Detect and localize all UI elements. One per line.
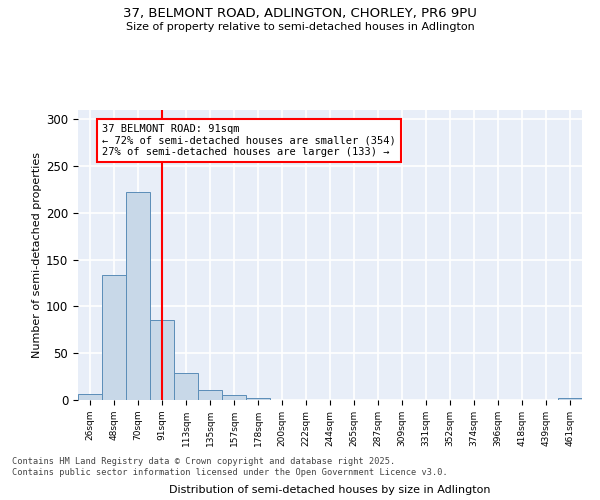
Bar (222, 396, 246, 400)
Bar (558, 398, 582, 400)
Text: Contains HM Land Registry data © Crown copyright and database right 2025.
Contai: Contains HM Land Registry data © Crown c… (12, 458, 448, 477)
Bar (246, 398, 270, 400)
Text: Size of property relative to semi-detached houses in Adlington: Size of property relative to semi-detach… (125, 22, 475, 32)
Bar (78, 394, 102, 400)
Text: 37 BELMONT ROAD: 91sqm
← 72% of semi-detached houses are smaller (354)
27% of se: 37 BELMONT ROAD: 91sqm ← 72% of semi-det… (102, 124, 396, 157)
Bar (126, 192, 150, 400)
Text: 37, BELMONT ROAD, ADLINGTON, CHORLEY, PR6 9PU: 37, BELMONT ROAD, ADLINGTON, CHORLEY, PR… (123, 8, 477, 20)
Bar (102, 274, 126, 400)
Bar (150, 320, 174, 400)
Bar (198, 390, 222, 400)
Text: Distribution of semi-detached houses by size in Adlington: Distribution of semi-detached houses by … (169, 485, 491, 495)
Y-axis label: Number of semi-detached properties: Number of semi-detached properties (32, 152, 42, 358)
Bar (174, 373, 198, 400)
